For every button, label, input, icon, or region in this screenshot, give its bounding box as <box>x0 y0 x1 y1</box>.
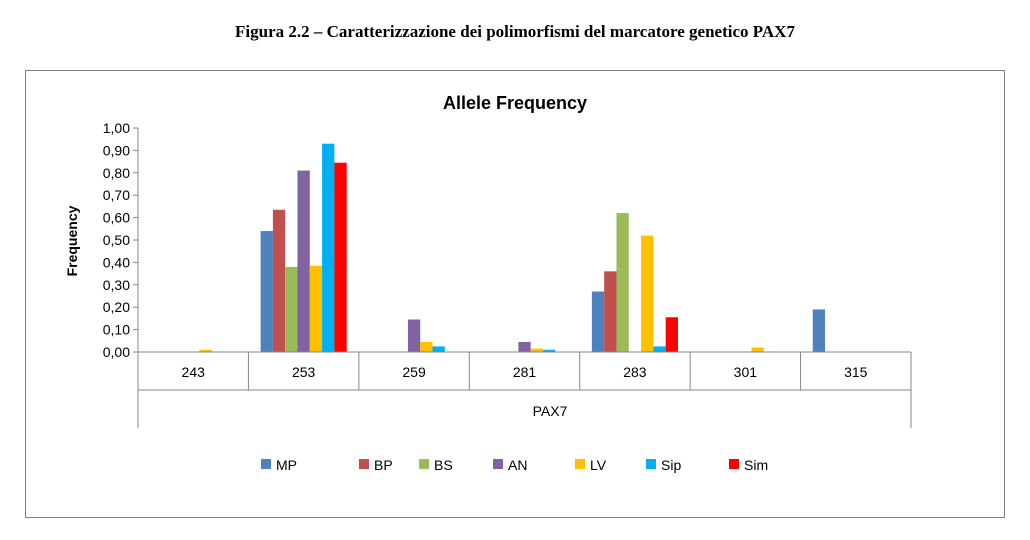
x-category-label: 283 <box>623 364 647 380</box>
x-category-label: 259 <box>402 364 426 380</box>
bar-mp-253 <box>260 231 273 352</box>
bar-lv-283 <box>641 235 654 352</box>
bar-lv-281 <box>530 348 543 352</box>
y-axis-ticks: 0,00 0,10 0,20 0,30 0,40 0,50 0,60 0,70 0,80 0,90… <box>103 120 138 360</box>
bar-lv-259 <box>420 341 433 352</box>
x-axis-label: PAX7 <box>533 403 568 419</box>
legend-label-sim: Sim <box>744 457 768 473</box>
chart-frame: Allele Frequency Frequency 0,00 0,10 0,20 0… <box>25 70 1005 518</box>
legend-label-mp: MP <box>276 457 297 473</box>
bar-sip-253 <box>322 143 335 352</box>
bar-chart: Allele Frequency Frequency 0,000,100,200… <box>64 93 912 473</box>
bar-bp-253 <box>272 209 286 352</box>
x-axis-categories: 243 253 259 281 283 301 315 <box>182 364 868 380</box>
x-category-label: 301 <box>734 364 758 380</box>
bar-lv-243 <box>199 349 212 352</box>
x-category-label: 315 <box>844 364 868 380</box>
axes-group <box>137 128 912 428</box>
y-tick-label: 0,40 <box>103 254 130 270</box>
legend-label-bp: BP <box>374 457 393 473</box>
bar-sip-259 <box>432 346 445 352</box>
bar-sip-283 <box>653 346 666 352</box>
bar-sim-283 <box>665 317 678 352</box>
figure-caption: Figura 2.2 – Caratterizzazione dei polim… <box>235 22 795 41</box>
legend-swatch-sim <box>729 459 739 469</box>
y-tick-label: 0,60 <box>103 210 130 226</box>
bar-mp-315 <box>812 309 826 352</box>
y-tick-label: 0,30 <box>103 277 130 293</box>
y-tick-label: 0,50 <box>103 232 130 248</box>
y-tick-label: 0,20 <box>103 299 130 315</box>
legend-swatch-bp <box>359 459 369 469</box>
y-tick-label: 0,00 <box>103 344 130 360</box>
legend-label-bs: BS <box>434 457 453 473</box>
y-axis-label: Frequency <box>64 205 80 276</box>
legend-label-lv: LV <box>590 457 607 473</box>
y-tick-label: 0,70 <box>103 187 130 203</box>
chart-title: Allele Frequency <box>443 93 587 113</box>
bar-mp-283 <box>591 291 605 352</box>
x-category-label: 281 <box>513 364 537 380</box>
legend-swatch-lv <box>575 459 585 469</box>
bar-bs-283 <box>616 213 629 352</box>
legend: MP BP BS AN LV Sip Sim <box>261 457 768 473</box>
bar-an-253 <box>297 170 310 352</box>
bars-group <box>199 143 826 352</box>
y-tick-label: 0,90 <box>103 142 130 158</box>
y-tick-label: 0,10 <box>103 322 130 338</box>
bar-bs-253 <box>285 266 298 352</box>
y-tick-label: 0,80 <box>103 165 130 181</box>
bar-bp-283 <box>604 271 617 352</box>
legend-label-sip: Sip <box>661 457 681 473</box>
bar-sip-281 <box>542 349 556 352</box>
x-category-label: 253 <box>292 364 316 380</box>
bar-an-281 <box>518 341 531 352</box>
bar-an-259 <box>407 319 421 352</box>
legend-label-an: AN <box>508 457 527 473</box>
y-tick-label: 1,00 <box>103 120 130 136</box>
legend-swatch-bs <box>419 459 429 469</box>
legend-swatch-an <box>493 459 503 469</box>
bar-lv-253 <box>309 265 323 352</box>
legend-swatch-mp <box>261 459 271 469</box>
bar-lv-301 <box>751 347 764 352</box>
x-category-label: 243 <box>182 364 206 380</box>
legend-swatch-sip <box>646 459 656 469</box>
bar-sim-253 <box>334 162 347 352</box>
